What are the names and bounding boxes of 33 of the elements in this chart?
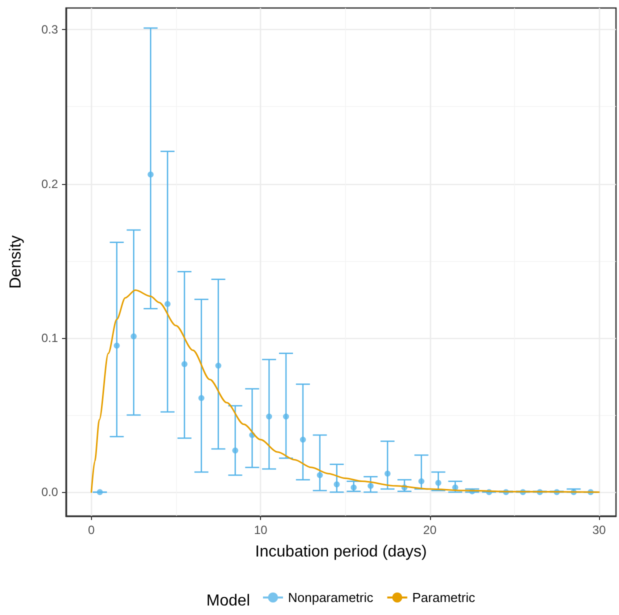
y-axis-title: Density (8, 235, 24, 289)
point (435, 480, 442, 486)
legend-title: Model (206, 592, 250, 610)
point (96, 489, 103, 496)
point (198, 395, 204, 402)
point (368, 482, 374, 489)
point (114, 342, 120, 349)
y-tick-label: 0.1 (41, 330, 58, 345)
y-tick-label: 0.2 (41, 176, 58, 191)
point (215, 362, 222, 369)
point (130, 333, 137, 340)
line-series (90, 289, 600, 493)
legend-label: Nonparametric (288, 590, 374, 605)
x-tick-label: 10 (254, 523, 268, 537)
point (384, 470, 391, 477)
legend-label: Parametric (412, 590, 476, 605)
x-axis-title: Incubation period (days) (255, 544, 427, 560)
x-tick-label: 0 (88, 523, 96, 537)
point (148, 172, 154, 178)
point (316, 472, 323, 478)
point (181, 361, 188, 368)
point (266, 414, 272, 420)
x-tick-label: 20 (423, 523, 437, 537)
point (232, 447, 238, 454)
point (350, 484, 357, 490)
point (300, 436, 306, 443)
x-tick-label: 30 (592, 523, 606, 537)
y-tick-label: 0.3 (41, 22, 58, 37)
point (164, 301, 171, 308)
point (334, 481, 340, 488)
y-tick-label: 0.0 (41, 485, 58, 500)
point (283, 414, 289, 420)
point (418, 478, 424, 484)
